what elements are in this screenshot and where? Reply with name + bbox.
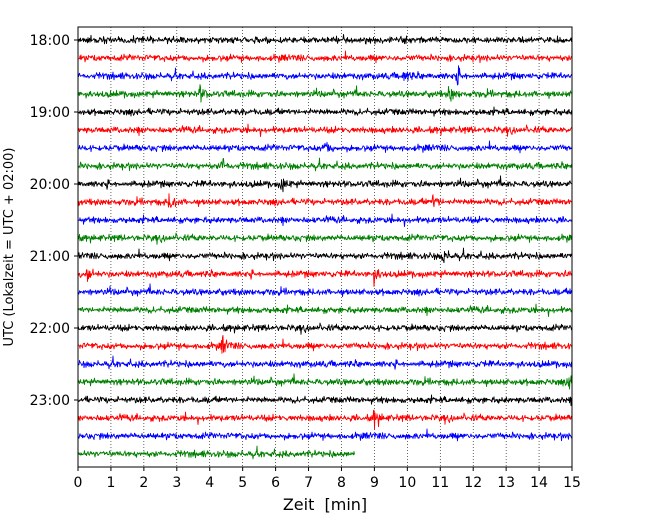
x-tick-label: 3 [172, 475, 181, 491]
x-tick-label: 10 [398, 475, 416, 491]
seismic-trace [77, 373, 573, 390]
plot-frame [77, 26, 573, 468]
x-tick-label: 1 [106, 475, 115, 491]
seismic-trace [77, 428, 573, 442]
y-tick-label: 20:00 [30, 177, 70, 193]
seismic-trace [77, 394, 573, 407]
y-axis-label: UTC (Lokalzeit = UTC + 02:00) [2, 148, 17, 347]
seismic-trace [77, 409, 573, 430]
x-axis-label: Zeit [min] [283, 495, 367, 514]
seismic-trace [77, 355, 573, 370]
trace-group [77, 34, 573, 460]
seismic-trace [77, 34, 573, 45]
x-tick-label: 13 [497, 475, 515, 491]
x-tick-label: 5 [238, 475, 247, 491]
seismic-trace [77, 303, 573, 318]
x-tick-label: 12 [464, 475, 482, 491]
seismic-trace [77, 268, 573, 287]
y-axis-ticks: 18:00 19:00 20:00 21:00 22:00 23:00 [30, 33, 78, 409]
seismic-trace [77, 193, 573, 208]
seismic-trace [77, 445, 355, 460]
x-tick-label: 9 [370, 475, 379, 491]
x-tick-label: 2 [139, 475, 148, 491]
seismic-trace [77, 334, 573, 354]
y-tick-label: 23:00 [30, 393, 70, 409]
y-tick-label: 21:00 [30, 249, 70, 265]
x-tick-label: 6 [271, 475, 280, 491]
x-tick-label: 11 [431, 475, 449, 491]
seismic-trace [77, 175, 573, 193]
seismic-trace [77, 65, 573, 86]
y-tick-label: 22:00 [30, 321, 70, 337]
grid-lines [110, 27, 540, 467]
x-tick-label: 4 [205, 475, 214, 491]
seismic-trace [77, 140, 573, 154]
y-tick-label: 19:00 [30, 105, 70, 121]
x-tick-label: 0 [74, 475, 83, 491]
seismic-trace [77, 123, 573, 138]
seismic-trace [77, 232, 573, 245]
seismic-trace [77, 283, 573, 298]
x-tick-label: 14 [530, 475, 548, 491]
x-tick-label: 15 [563, 475, 581, 491]
seismic-trace [77, 247, 573, 264]
seismic-trace [77, 322, 573, 335]
seismic-trace [77, 50, 573, 64]
seismic-trace [77, 106, 573, 117]
x-tick-label: 8 [337, 475, 346, 491]
seismic-trace [77, 84, 573, 103]
x-axis-ticks: 0 1 2 3 4 5 6 7 8 9 10 11 12 13 14 15 [74, 467, 581, 491]
seismic-trace [77, 157, 573, 172]
y-tick-label: 18:00 [30, 33, 70, 49]
seismic-trace [77, 213, 573, 228]
x-tick-label: 7 [304, 475, 313, 491]
